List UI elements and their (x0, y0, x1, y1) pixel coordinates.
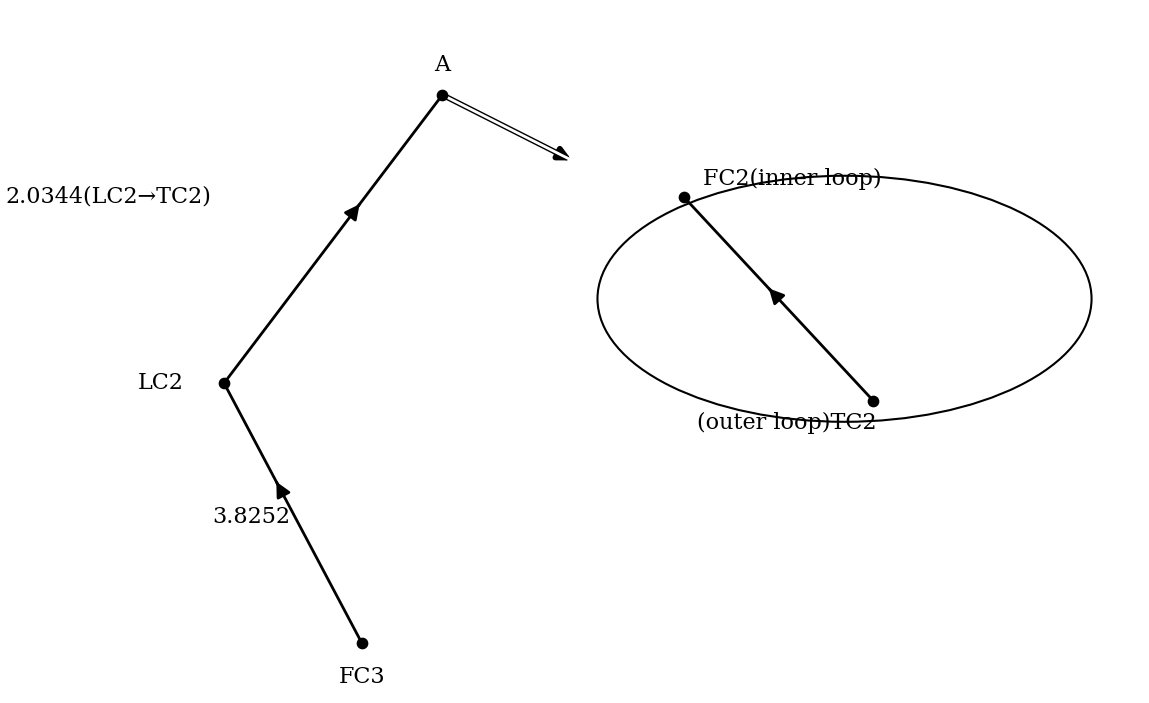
Point (433, 89, 452, 101)
Text: A: A (434, 54, 450, 77)
Text: FC3: FC3 (339, 666, 385, 688)
Text: (outer loop)TC2: (outer loop)TC2 (697, 412, 877, 434)
Text: FC2(inner loop): FC2(inner loop) (703, 168, 882, 191)
Point (864, 395, 882, 406)
Point (215, 378, 233, 389)
Text: 2.0344(LC2→TC2): 2.0344(LC2→TC2) (6, 186, 211, 208)
Text: LC2: LC2 (138, 372, 184, 394)
Point (674, 191, 693, 202)
Text: 3.8252: 3.8252 (213, 505, 291, 528)
Point (353, 638, 371, 649)
